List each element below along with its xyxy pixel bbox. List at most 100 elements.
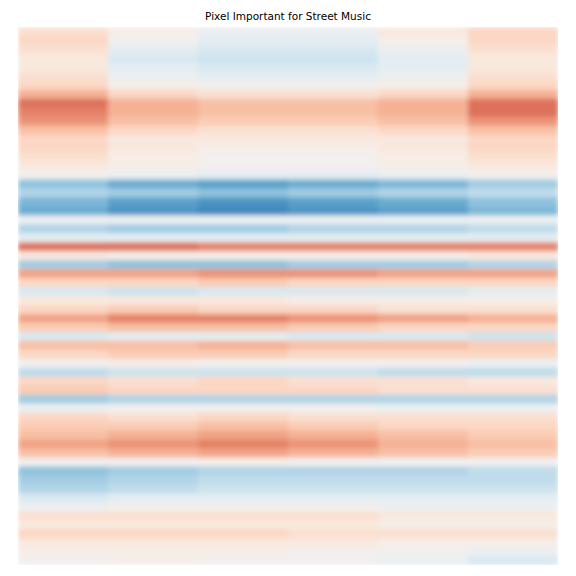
heatmap-cell <box>378 117 469 126</box>
heatmap-cell <box>378 54 469 63</box>
heatmap-cell <box>198 224 289 233</box>
heatmap-cell <box>378 377 469 386</box>
heatmap-cell <box>198 502 289 511</box>
heatmap-cell <box>288 179 379 188</box>
heatmap-cell <box>108 81 199 90</box>
heatmap-cell <box>468 27 558 36</box>
heatmap-cell <box>288 162 379 171</box>
heatmap-cell <box>18 45 109 54</box>
heatmap-cell <box>108 251 199 260</box>
heatmap-cell <box>468 395 558 404</box>
heatmap-cell <box>18 63 109 72</box>
heatmap-cell <box>198 493 289 502</box>
heatmap-cell <box>108 538 199 547</box>
heatmap-cell <box>378 27 469 36</box>
heatmap-cell <box>198 269 289 278</box>
heatmap-cell <box>18 72 109 81</box>
heatmap-cell <box>198 484 289 493</box>
heatmap-cell <box>288 448 379 457</box>
heatmap-cell <box>288 529 379 538</box>
heatmap-cell <box>288 54 379 63</box>
heatmap-cell <box>288 81 379 90</box>
heatmap-cell <box>108 99 199 108</box>
heatmap-cell <box>288 404 379 413</box>
heatmap-cell <box>468 314 558 323</box>
heatmap-cell <box>198 296 289 305</box>
heatmap-cell <box>468 197 558 206</box>
heatmap-cell <box>18 529 109 538</box>
heatmap-cell <box>198 27 289 36</box>
heatmap-cell <box>378 538 469 547</box>
heatmap-cell <box>18 81 109 90</box>
heatmap-cell <box>378 341 469 350</box>
heatmap-cell <box>108 323 199 332</box>
heatmap-cell <box>18 117 109 126</box>
heatmap-cell <box>198 341 289 350</box>
heatmap-cell <box>108 188 199 197</box>
heatmap-cell <box>378 36 469 45</box>
plot-area <box>18 27 558 565</box>
heatmap-cell <box>288 224 379 233</box>
heatmap-cell <box>468 179 558 188</box>
heatmap-cell <box>378 72 469 81</box>
heatmap-cell <box>378 99 469 108</box>
heatmap-cell <box>288 538 379 547</box>
heatmap-cell <box>198 90 289 99</box>
heatmap-cell <box>378 269 469 278</box>
heatmap-cell <box>198 108 289 117</box>
heatmap-cell <box>378 448 469 457</box>
heatmap-cell <box>288 144 379 153</box>
heatmap-cell <box>288 188 379 197</box>
heatmap-cell <box>378 188 469 197</box>
heatmap-cell <box>18 413 109 422</box>
heatmap-cell <box>18 511 109 520</box>
heatmap-cell <box>288 305 379 314</box>
heatmap-cell <box>18 547 109 556</box>
heatmap-cell <box>468 511 558 520</box>
heatmap-cell <box>288 466 379 475</box>
heatmap-cell <box>468 484 558 493</box>
heatmap-cell <box>18 377 109 386</box>
heatmap-cell <box>18 278 109 287</box>
heatmap-cell <box>18 197 109 206</box>
heatmap-cell <box>468 224 558 233</box>
heatmap-cell <box>108 332 199 341</box>
heatmap-cell <box>468 404 558 413</box>
heatmap-cell <box>108 422 199 431</box>
heatmap-cell <box>468 323 558 332</box>
heatmap-cell <box>18 466 109 475</box>
heatmap-cell <box>468 278 558 287</box>
heatmap-cell <box>18 144 109 153</box>
heatmap-cell <box>468 368 558 377</box>
heatmap-cell <box>108 439 199 448</box>
heatmap-cell <box>198 45 289 54</box>
heatmap-cell <box>288 493 379 502</box>
heatmap-cell <box>468 117 558 126</box>
heatmap-cell <box>18 359 109 368</box>
heatmap-cell <box>468 386 558 395</box>
heatmap-cell <box>378 251 469 260</box>
heatmap-cell <box>18 287 109 296</box>
heatmap-cell <box>18 224 109 233</box>
heatmap-cell <box>108 547 199 556</box>
heatmap-cell <box>378 63 469 72</box>
heatmap-cell <box>378 404 469 413</box>
heatmap-cell <box>108 233 199 242</box>
heatmap-cell <box>198 179 289 188</box>
heatmap-cell <box>18 251 109 260</box>
heatmap-cell <box>288 206 379 215</box>
heatmap-cell <box>378 126 469 135</box>
heatmap-cell <box>288 386 379 395</box>
heatmap-cell <box>108 368 199 377</box>
heatmap-cell <box>18 341 109 350</box>
heatmap-cell <box>468 242 558 251</box>
heatmap-cell <box>198 162 289 171</box>
heatmap-cell <box>18 215 109 224</box>
heatmap-cell <box>378 395 469 404</box>
heatmap-cell <box>378 359 469 368</box>
heatmap-cell <box>198 72 289 81</box>
heatmap-cell <box>18 457 109 466</box>
heatmap-cell <box>198 466 289 475</box>
heatmap-cell <box>288 296 379 305</box>
heatmap-cell <box>108 108 199 117</box>
